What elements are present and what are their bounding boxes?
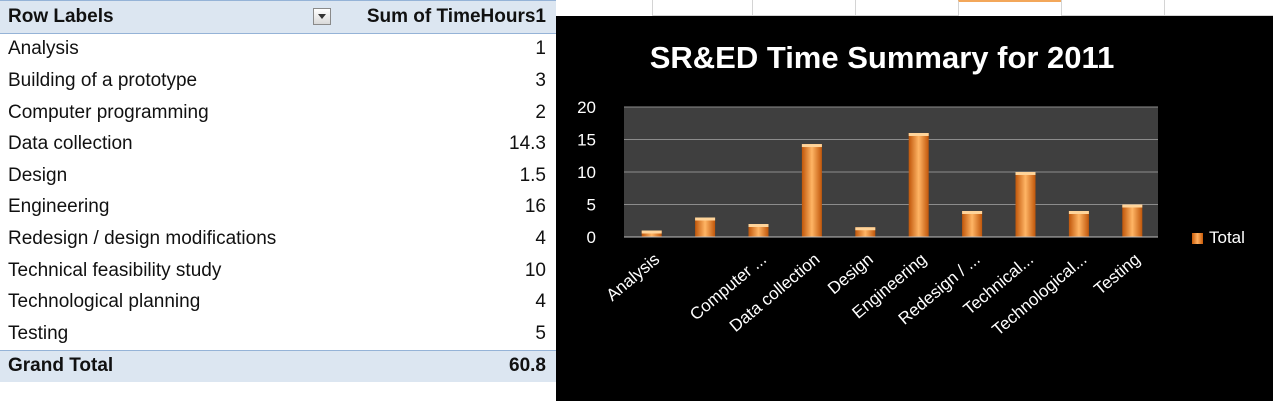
pivot-row[interactable]: Engineering 16 [0, 192, 556, 224]
chevron-down-icon [318, 14, 326, 19]
bar [855, 227, 876, 237]
x-tick-label: Testing [1090, 250, 1143, 299]
bar-top [855, 227, 876, 231]
pivot-header-row: Row Labels Sum of TimeHours1 [0, 0, 556, 34]
bar-top [962, 211, 983, 214]
sheet-grid [556, 0, 1273, 18]
bar-top [1122, 204, 1143, 208]
bar-top [1068, 211, 1089, 214]
pivot-row-label: Building of a prototype [8, 69, 198, 91]
y-tick-label: 5 [587, 196, 596, 215]
bar [908, 133, 929, 237]
x-tick-label: Analysis [603, 250, 664, 305]
y-tick-label: 20 [577, 98, 596, 117]
chart-title: SR&ED Time Summary for 2011 [649, 40, 1115, 75]
sheet-cell[interactable] [855, 0, 959, 16]
x-tick-label: Data collection [726, 250, 824, 336]
y-tick-label: 0 [587, 228, 596, 247]
x-tick-label: Technological... [988, 250, 1090, 340]
pivot-row[interactable]: Technological planning 4 [0, 286, 556, 318]
pivot-row[interactable]: Building of a prototype 3 [0, 65, 556, 97]
pivot-row[interactable]: Technical feasibility study 10 [0, 255, 556, 287]
pivot-table: Row Labels Sum of TimeHours1 Analysis 1 Bu… [0, 0, 556, 383]
pivot-row[interactable]: Redesign / design modifications 4 [0, 223, 556, 255]
bar-top [1015, 172, 1036, 175]
bar-top [641, 230, 662, 234]
y-tick-label: 15 [577, 131, 596, 150]
sum-time-header[interactable]: Sum of TimeHours1 [366, 5, 546, 27]
y-tick-label: 10 [577, 163, 596, 182]
pivot-row[interactable]: Design 1.5 [0, 160, 556, 192]
pivot-row[interactable]: Testing 5 [0, 318, 556, 350]
pivot-row-label: Redesign / design modifications [8, 227, 277, 249]
pivot-row-value: 16 [524, 196, 546, 218]
pivot-row-label: Technological planning [8, 291, 201, 313]
pivot-row-value: 3 [535, 69, 546, 91]
pivot-row-value: 1.5 [519, 164, 546, 186]
pivot-body: Analysis 1 Building of a prototype 3 Compute… [0, 34, 556, 350]
bar [695, 217, 716, 237]
pivot-row-label: Engineering [8, 196, 110, 218]
pivot-row-label: Analysis [8, 38, 79, 60]
sheet-cell[interactable] [1164, 0, 1273, 16]
pivot-row-label: Computer programming [8, 101, 209, 123]
legend-swatch [1192, 232, 1203, 244]
pivot-row-label: Testing [8, 322, 69, 344]
sheet-cell[interactable] [1061, 0, 1165, 16]
bar [801, 144, 822, 237]
bar [1068, 211, 1089, 237]
bar-top [801, 144, 822, 148]
row-labels-header[interactable]: Row Labels [8, 5, 114, 27]
grand-total-row[interactable]: Grand Total 60.8 [0, 349, 556, 383]
chart-legend[interactable]: Total [1192, 228, 1245, 248]
bar [1015, 172, 1036, 237]
bar [748, 224, 769, 237]
bar [962, 211, 983, 237]
pivot-row-value: 4 [535, 291, 546, 313]
pivot-row-label: Data collection [8, 133, 133, 155]
pivot-row[interactable]: Computer programming 2 [0, 97, 556, 129]
filter-dropdown-button[interactable] [313, 8, 331, 25]
chart-area[interactable]: SR&ED Time Summary for 2011 0 5 10 15 20 Anal… [556, 16, 1273, 401]
pivot-row[interactable]: Analysis 1 [0, 34, 556, 66]
sheet-cell[interactable] [652, 0, 753, 16]
grand-total-label: Grand Total [8, 355, 114, 377]
bar [641, 230, 662, 237]
pivot-row-value: 4 [535, 227, 546, 249]
pivot-row-value: 2 [535, 101, 546, 123]
pivot-row-label: Design [8, 164, 68, 186]
bar-top [908, 133, 929, 136]
sheet-cell[interactable] [752, 0, 856, 16]
bar-top [695, 217, 716, 221]
pivot-row-value: 10 [524, 259, 546, 281]
pivot-row-value: 5 [535, 322, 546, 344]
grand-total-value: 60.8 [509, 355, 546, 377]
bar [1122, 204, 1143, 237]
pivot-row-label: Technical feasibility study [8, 259, 222, 281]
pivot-row[interactable]: Data collection 14.3 [0, 128, 556, 160]
pivot-row-value: 1 [535, 38, 546, 60]
bar-top [748, 224, 769, 227]
pivot-row-value: 14.3 [509, 133, 546, 155]
legend-label: Total [1209, 228, 1245, 247]
